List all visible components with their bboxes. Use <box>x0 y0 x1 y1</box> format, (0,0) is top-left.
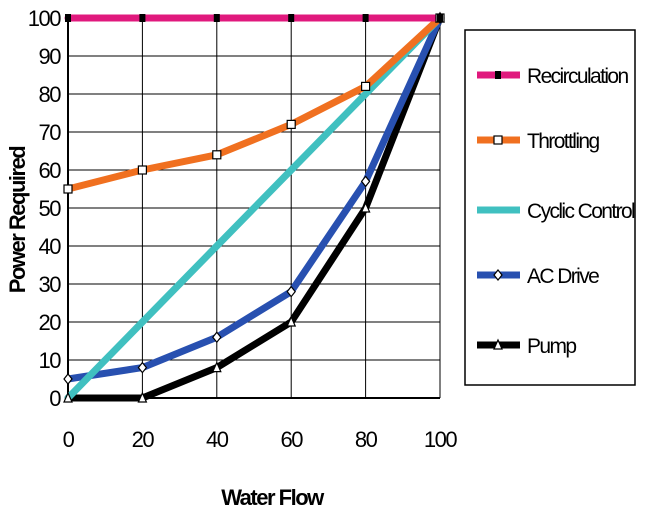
data-point-throttling <box>286 119 296 130</box>
data-point-pump <box>286 315 297 327</box>
data-point-throttling <box>212 150 222 160</box>
data-point-ac-drive <box>63 373 73 385</box>
y-axis-title: Power Required <box>5 147 30 294</box>
legend: Recirculation Throttling Cyclic Control AC … <box>464 29 637 386</box>
y-tick-label: 20 <box>39 310 62 335</box>
legend-marker-pump <box>493 338 503 350</box>
x-tick-label: 0 <box>63 427 75 452</box>
legend-marker-recirculation <box>495 71 501 79</box>
series-line-pump <box>64 14 444 402</box>
data-point-recirculation <box>139 14 146 22</box>
series-line-cyclic-control <box>64 14 444 402</box>
x-tick-label: 80 <box>355 427 378 452</box>
y-tick-label: 0 <box>49 386 61 411</box>
x-tick-label: 20 <box>132 427 155 452</box>
y-tick-label: 30 <box>39 272 62 297</box>
x-axis-title: Water Flow <box>221 485 325 510</box>
y-tick-label: 10 <box>39 348 62 373</box>
x-tick-label: 60 <box>280 427 303 452</box>
plot-area: 0 10 20 30 40 50 60 70 80 90 100 0 20 40 60 80 100 <box>28 6 459 452</box>
legend-marker-ac-drive <box>493 269 503 281</box>
y-tick-label: 90 <box>39 44 62 69</box>
y-tick-label: 50 <box>39 196 62 221</box>
data-point-ac-drive <box>286 285 296 298</box>
y-tick-label: 100 <box>28 6 61 31</box>
legend-marker-throttling <box>493 135 503 145</box>
data-point-recirculation <box>213 14 220 22</box>
x-tick-label: 40 <box>206 427 229 452</box>
legend-label-cyclic-control: Cyclic Control <box>527 200 635 223</box>
data-point-recirculation <box>65 14 71 22</box>
legend-label-throttling: Throttling <box>527 130 599 153</box>
data-point-pump <box>360 201 371 213</box>
data-point-pump <box>137 391 148 403</box>
data-point-throttling <box>361 81 371 92</box>
data-point-throttling <box>63 184 73 194</box>
y-tick-label: 40 <box>39 234 62 259</box>
y-tick-label: 80 <box>39 82 62 107</box>
legend-label-ac-drive: AC Drive <box>527 265 599 288</box>
data-point-recirculation <box>288 14 295 22</box>
legend-label-pump: Pump <box>527 335 576 358</box>
data-point-pump <box>63 391 73 403</box>
data-point-recirculation <box>437 14 443 22</box>
legend-label-recirculation: Recirculation <box>527 65 629 88</box>
data-point-ac-drive <box>137 361 148 374</box>
series-line-throttling <box>64 14 444 193</box>
x-tick-label: 100 <box>424 427 457 452</box>
data-point-recirculation <box>362 14 369 22</box>
data-point-ac-drive <box>212 331 222 344</box>
data-point-ac-drive <box>360 175 371 188</box>
y-tick-label: 70 <box>39 120 62 145</box>
series-line-ac-drive <box>64 14 444 383</box>
y-tick-label: 60 <box>39 158 62 183</box>
data-point-pump <box>211 361 222 373</box>
data-point-throttling <box>137 165 147 175</box>
